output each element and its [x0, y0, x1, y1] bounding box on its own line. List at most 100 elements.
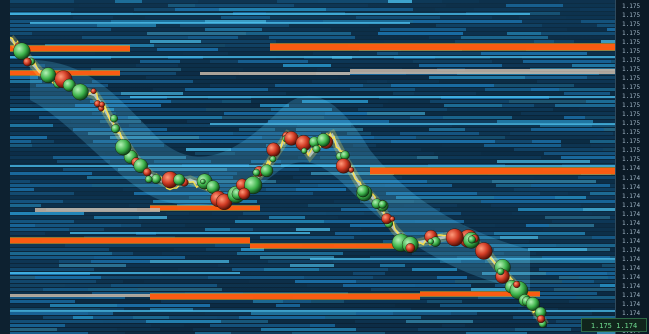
depth-cell — [140, 60, 180, 63]
depth-cell — [10, 296, 86, 299]
depth-cell — [57, 160, 110, 163]
depth-cell — [103, 320, 146, 323]
depth-cell — [92, 172, 136, 175]
depth-cell — [430, 100, 509, 103]
depth-cell — [156, 24, 180, 27]
depth-cell — [215, 308, 305, 311]
depth-cell — [229, 260, 268, 263]
depth-cell — [73, 128, 167, 131]
depth-cell — [519, 16, 566, 19]
depth-cell — [591, 144, 615, 147]
depth-cell — [597, 24, 615, 27]
depth-cell — [356, 328, 418, 331]
depth-cell — [597, 332, 615, 334]
depth-cell — [217, 316, 239, 319]
depth-cell — [583, 208, 615, 211]
depth-cell — [139, 216, 167, 219]
depth-cell — [346, 160, 438, 163]
depth-cell — [260, 236, 354, 239]
depth-cell — [95, 52, 183, 55]
depth-cell — [553, 108, 579, 111]
depth-cell — [210, 84, 275, 87]
liquidity-wall — [10, 46, 130, 51]
depth-cell — [477, 312, 547, 315]
depth-cell — [471, 288, 507, 291]
depth-cell — [118, 168, 227, 171]
depth-cell — [529, 240, 615, 243]
depth-cell — [302, 100, 368, 103]
depth-cell — [150, 40, 201, 43]
depth-cell — [610, 184, 615, 187]
liquidity-wall — [270, 44, 615, 50]
depth-cell — [87, 176, 169, 179]
depth-cell — [236, 76, 338, 79]
depth-cell — [206, 248, 241, 251]
price-tick-label: 1.174 — [622, 210, 641, 218]
depth-cell — [125, 332, 195, 334]
depth-cell — [257, 200, 300, 203]
depth-cell — [485, 88, 531, 91]
price-axis[interactable]: 1.175 1.175 1.175 1.175 1.175 1.175 1.175 1.175… — [615, 0, 649, 334]
depth-cell — [474, 8, 560, 11]
depth-cell — [351, 124, 452, 127]
price-tick-label: 1.175 — [622, 3, 641, 10]
depth-cell — [436, 24, 542, 27]
price-tick-label: 1.174 — [622, 309, 641, 317]
depth-cell — [492, 60, 523, 63]
depth-cell — [415, 284, 471, 287]
depth-cell — [271, 172, 311, 175]
depth-cell — [587, 52, 615, 55]
depth-cell — [592, 312, 615, 315]
depth-cell — [261, 328, 356, 331]
price-tick-label: 1.174 — [622, 165, 641, 173]
depth-cell — [485, 260, 550, 263]
liquidity-heatmap[interactable] — [10, 0, 615, 334]
depth-cell — [166, 212, 189, 215]
depth-cell — [150, 260, 229, 263]
depth-cell — [323, 20, 413, 23]
depth-cell — [559, 276, 579, 279]
depth-cell — [153, 148, 186, 151]
depth-cell — [435, 8, 474, 11]
depth-cell — [547, 324, 598, 327]
depth-cell — [326, 8, 413, 11]
depth-cell — [531, 128, 604, 131]
depth-cell — [471, 284, 495, 287]
price-tick-label: 1.175 — [622, 93, 641, 101]
depth-cell — [247, 196, 291, 199]
depth-cell — [83, 32, 147, 35]
depth-cell — [233, 132, 321, 135]
depth-cell — [331, 64, 419, 67]
depth-cell — [10, 320, 103, 323]
depth-cell — [367, 80, 387, 83]
depth-cell — [567, 28, 607, 31]
depth-cell — [354, 236, 419, 239]
depth-cell — [343, 284, 415, 287]
depth-cell — [502, 104, 534, 107]
depth-cell — [300, 304, 395, 307]
depth-cell — [32, 144, 121, 147]
depth-cell — [447, 108, 553, 111]
depth-cell — [534, 104, 555, 107]
depth-cell — [514, 264, 580, 267]
density-cloud — [30, 60, 530, 290]
depth-cell — [292, 332, 385, 334]
price-tick-label: 1.174 — [622, 183, 641, 191]
depth-cell — [596, 180, 615, 183]
depth-cell — [205, 28, 262, 31]
depth-cell — [326, 212, 364, 215]
heatmap-canvas[interactable] — [10, 0, 615, 334]
depth-cell — [319, 268, 388, 271]
depth-cell — [438, 156, 541, 159]
depth-cell — [238, 216, 269, 219]
depth-cell — [581, 204, 615, 207]
depth-cell — [10, 204, 41, 207]
depth-cell — [497, 120, 593, 123]
depth-cell — [541, 156, 561, 159]
depth-cell — [440, 208, 518, 211]
depth-cell — [10, 316, 43, 319]
depth-cell — [465, 324, 547, 327]
depth-cell — [378, 32, 463, 35]
depth-cell — [317, 68, 352, 71]
depth-cell — [380, 28, 466, 31]
